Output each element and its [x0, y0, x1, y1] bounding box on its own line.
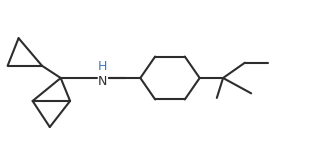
- Text: N: N: [98, 75, 107, 88]
- Text: H: H: [98, 60, 107, 73]
